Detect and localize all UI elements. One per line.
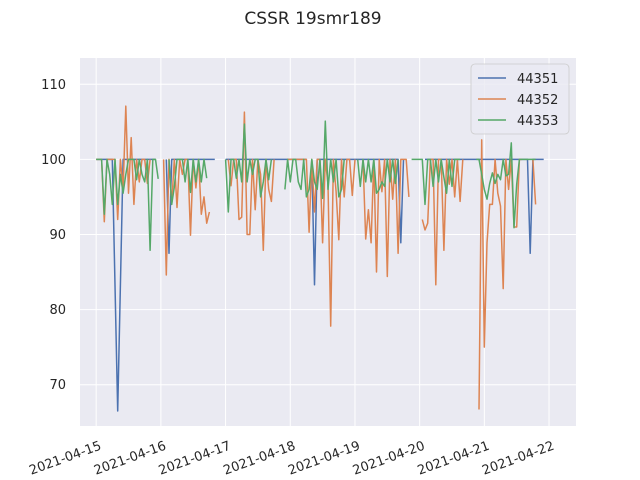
legend-box — [470, 63, 570, 135]
legend-label-44352: 44352 — [517, 93, 558, 108]
series-line-44353 — [96, 120, 536, 252]
legend-label-44353: 44353 — [517, 114, 558, 129]
y-tick-label: 70 — [49, 378, 66, 393]
legend-label-44351: 44351 — [517, 72, 558, 87]
y-axis: 70 80 90 100 110 — [41, 78, 66, 393]
y-tick-label: 80 — [49, 303, 66, 318]
y-tick-label: 110 — [41, 78, 66, 93]
series-line-44352 — [96, 105, 537, 410]
series-lines — [96, 105, 544, 412]
y-tick-label: 100 — [41, 153, 66, 168]
y-tick-label: 90 — [49, 228, 66, 243]
legend: 44351 44352 44353 — [470, 63, 570, 135]
chart-title: CSSR 19smr189 — [244, 9, 381, 29]
